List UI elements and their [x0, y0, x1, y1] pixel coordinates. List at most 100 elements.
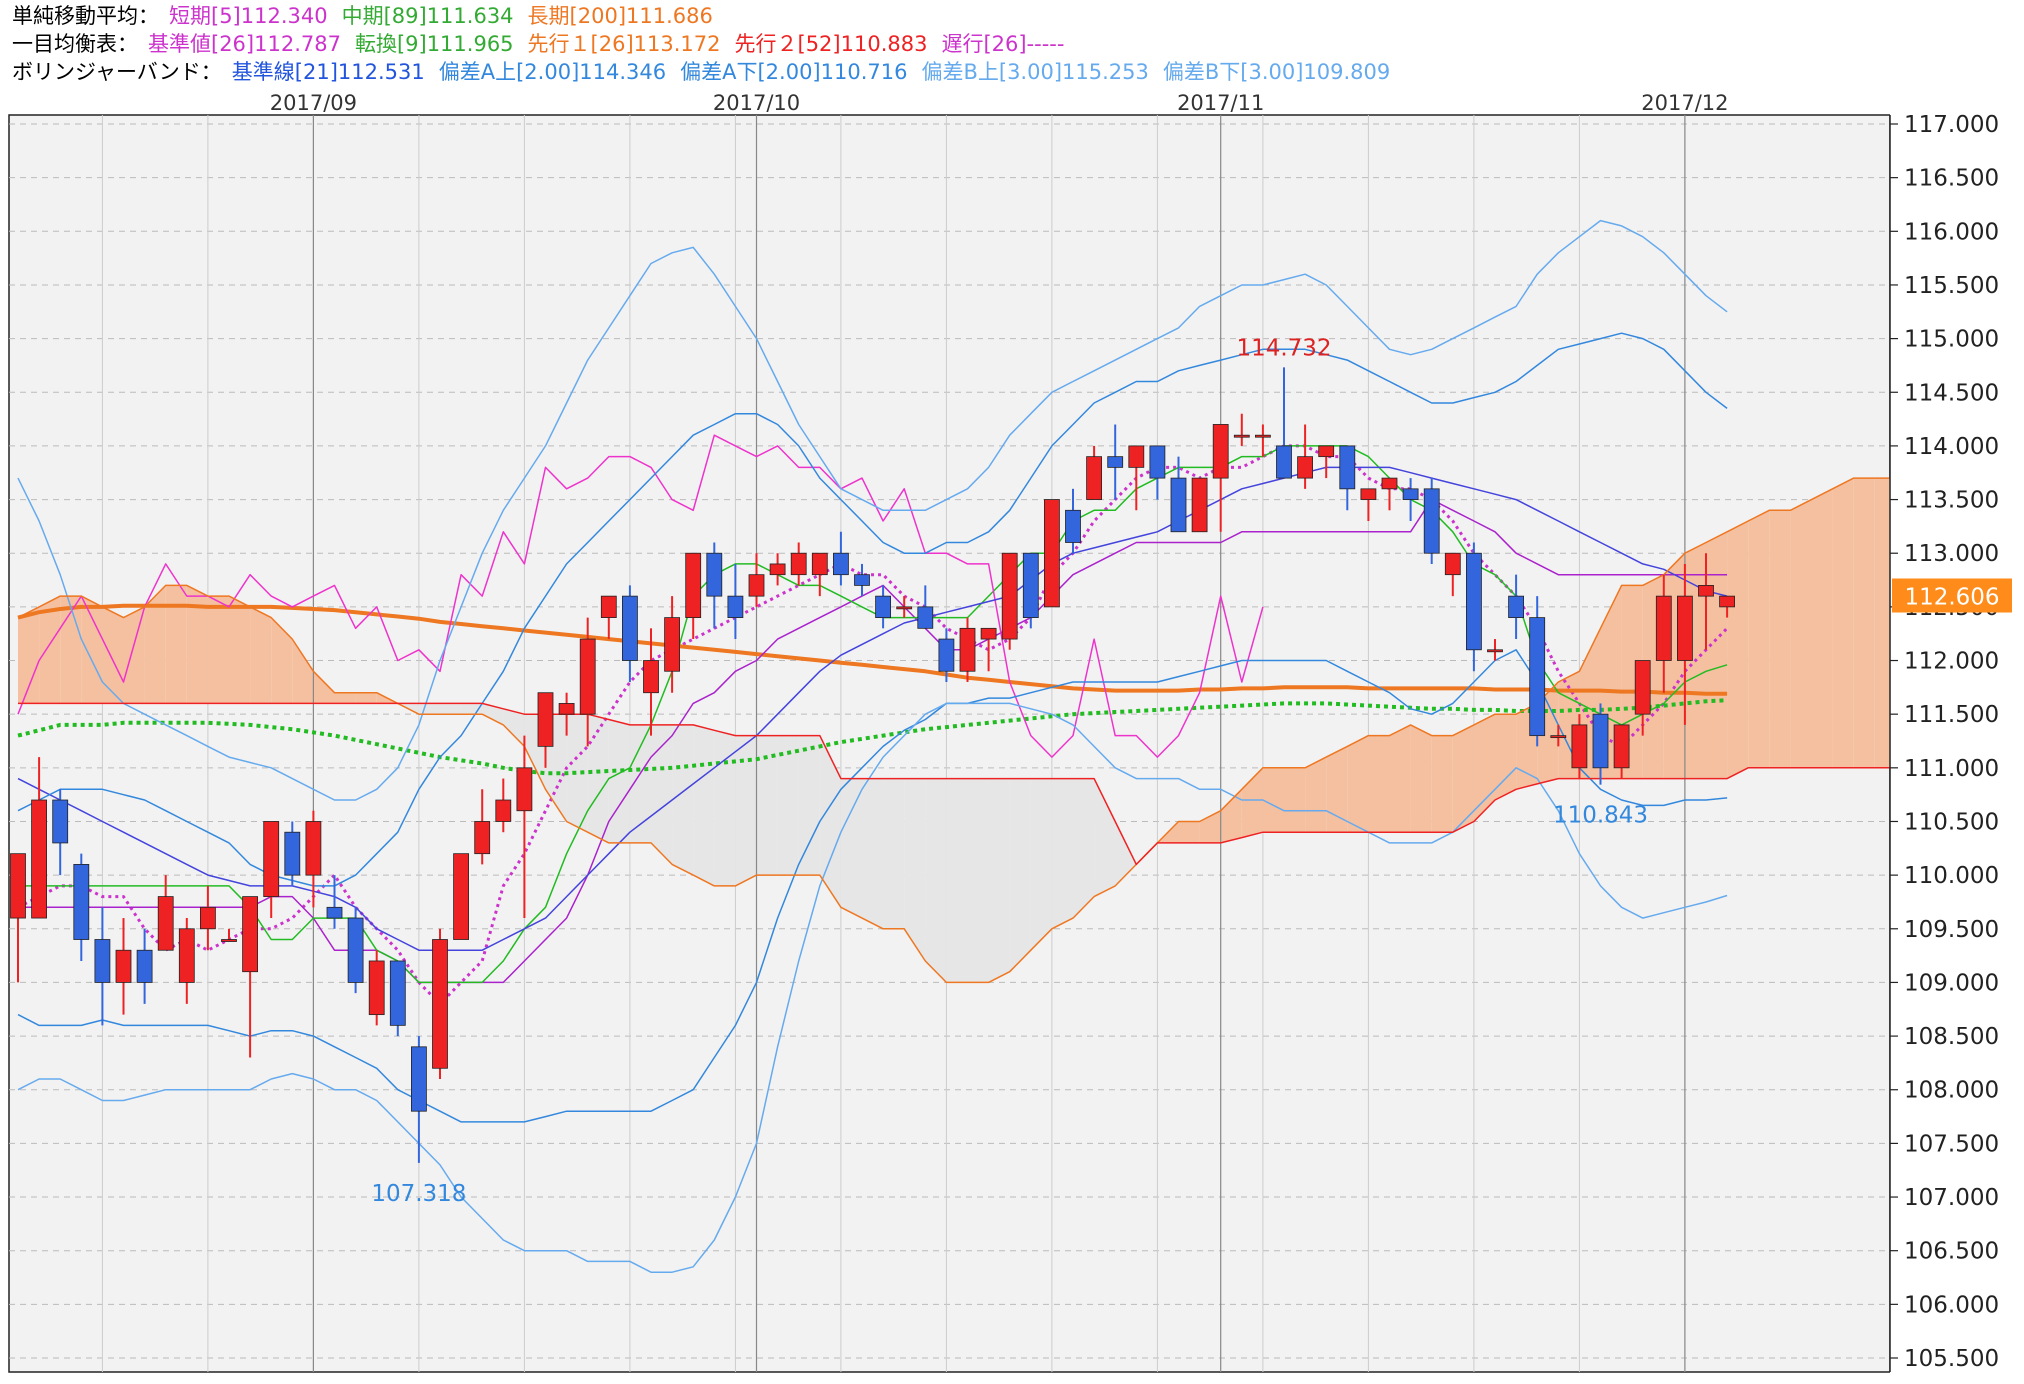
candle-body [1423, 488, 1440, 554]
legend-ichimoku-chikou: 遅行[26]----- [941, 32, 1065, 56]
candle-body [1001, 552, 1018, 640]
candle-body [199, 906, 216, 930]
legend-sma-long: 長期[200]111.686 [527, 4, 713, 28]
candle-body [1107, 456, 1124, 468]
legend-ichimoku-title: 一目均衡表： [12, 32, 138, 56]
ichimoku-cloud-segment [482, 703, 504, 725]
ichimoku-cloud-segment [651, 724, 673, 865]
legend-ichimoku-tenkan: 転換[9]111.965 [354, 32, 514, 56]
y-tick-label: 110.000 [1904, 863, 1999, 889]
candle-body [1170, 477, 1187, 533]
ichimoku-cloud-segment [250, 606, 272, 704]
ichimoku-cloud-segment [1094, 778, 1116, 897]
ichimoku-cloud-segment [967, 778, 989, 983]
ichimoku-cloud-segment [946, 778, 968, 983]
indicator-line [17, 649, 1728, 1123]
ichimoku-cloud-segment [229, 596, 251, 704]
candle-body [136, 949, 153, 983]
ichimoku-cloud-segment [418, 703, 440, 715]
candle-body [242, 896, 259, 973]
candle-body [748, 574, 765, 597]
candle-body [1044, 499, 1060, 608]
x-tick-label: 2017/10 [713, 91, 800, 115]
ichimoku-cloud-segment [904, 778, 926, 961]
extreme-annotation: 114.732 [1236, 335, 1331, 361]
y-tick-label: 113.000 [1904, 541, 1999, 567]
y-tick-label: 109.500 [1904, 917, 1999, 943]
candle-body [896, 606, 913, 610]
y-tick-label: 115.000 [1904, 327, 1999, 353]
candle-body [1677, 595, 1693, 661]
indicator-line [17, 332, 1728, 887]
y-tick-label: 108.000 [1904, 1078, 1999, 1104]
y-tick-label: 105.500 [1904, 1346, 1999, 1372]
candle-body [685, 552, 702, 619]
indicator-line [18, 445, 1728, 984]
ichimoku-cloud-segment [1431, 735, 1453, 833]
legend-ichimoku-senkou2: 先行２[52]110.883 [734, 32, 928, 56]
candle-body [1402, 488, 1419, 500]
candle-body [1360, 488, 1377, 500]
ichimoku-cloud-segment [1832, 478, 1854, 768]
indicator-line [17, 434, 1264, 758]
y-tick-label: 108.500 [1904, 1024, 1999, 1050]
ichimoku-cloud-segment [1284, 767, 1306, 833]
candle-body [474, 821, 491, 855]
ichimoku-cloud-segment [1347, 735, 1369, 833]
y-tick-label: 111.000 [1904, 756, 1999, 782]
candle-body [1381, 477, 1398, 490]
ichimoku-cloud-segment [566, 714, 588, 833]
ichimoku-cloud-segment [313, 671, 335, 704]
ichimoku-cloud-segment [1009, 778, 1031, 972]
legend-ichimoku-kijun: 基準値[26]112.787 [148, 32, 341, 56]
candle-body [1508, 595, 1524, 619]
indicator-line [18, 498, 1728, 984]
ichimoku-cloud-segment [1790, 499, 1812, 768]
candle-body [854, 574, 870, 586]
ichimoku-cloud-segment [756, 735, 778, 876]
candle-body [980, 627, 997, 640]
legend-bollinger: ボリンジャーバンド： 基準線[21]112.531 偏差A上[2.00]114.34… [12, 58, 1404, 86]
x-tick-label: 2017/09 [270, 91, 357, 115]
candle-body [1550, 735, 1567, 739]
ichimoku-cloud-segment [1663, 553, 1685, 779]
ichimoku-cloud-segment [1727, 521, 1749, 779]
y-tick-label: 116.500 [1904, 166, 1999, 192]
candle-body [73, 864, 90, 940]
legend-ichimoku-senkou1: 先行１[26]113.172 [527, 32, 721, 56]
candle-body [1444, 552, 1461, 576]
y-tick-label: 115.500 [1904, 273, 1999, 299]
candle-body [1613, 724, 1630, 769]
ichimoku-cloud-segment [672, 724, 694, 876]
ichimoku-cloud-segment [1305, 757, 1327, 833]
extreme-annotation: 110.843 [1553, 803, 1648, 829]
candle-body [1086, 456, 1102, 500]
y-tick-label: 110.500 [1904, 809, 1999, 835]
candle-body [664, 617, 680, 672]
y-tick-label: 117.000 [1904, 112, 1999, 138]
candle-body [178, 928, 195, 983]
candle-body [875, 595, 891, 619]
ichimoku-cloud-segment [798, 735, 820, 876]
ichimoku-cloud-segment [840, 778, 862, 919]
candle-body [959, 627, 976, 672]
ichimoku-cloud-segment [165, 585, 187, 704]
y-tick-label: 107.500 [1904, 1131, 1999, 1157]
candle-body [1655, 595, 1672, 661]
candle-body [1022, 552, 1039, 619]
x-tick-label: 2017/12 [1641, 91, 1728, 115]
ichimoku-cloud-segment [123, 606, 145, 704]
candle-body [790, 552, 807, 576]
candle-body [347, 917, 364, 983]
candle-body [1719, 595, 1735, 608]
candle-body [1634, 660, 1651, 715]
candle-body [811, 552, 828, 576]
candle-body [1212, 424, 1229, 479]
y-tick-label: 106.500 [1904, 1239, 1999, 1265]
ichimoku-cloud-segment [1178, 821, 1200, 843]
candle-body [1065, 509, 1081, 543]
ichimoku-cloud-segment [39, 596, 61, 704]
ichimoku-cloud-segment [1051, 778, 1073, 929]
legend-sma: 単純移動平均： 短期[5]112.340 中期[89]111.634 長期[200]1… [12, 2, 727, 30]
candle-body [769, 563, 786, 576]
